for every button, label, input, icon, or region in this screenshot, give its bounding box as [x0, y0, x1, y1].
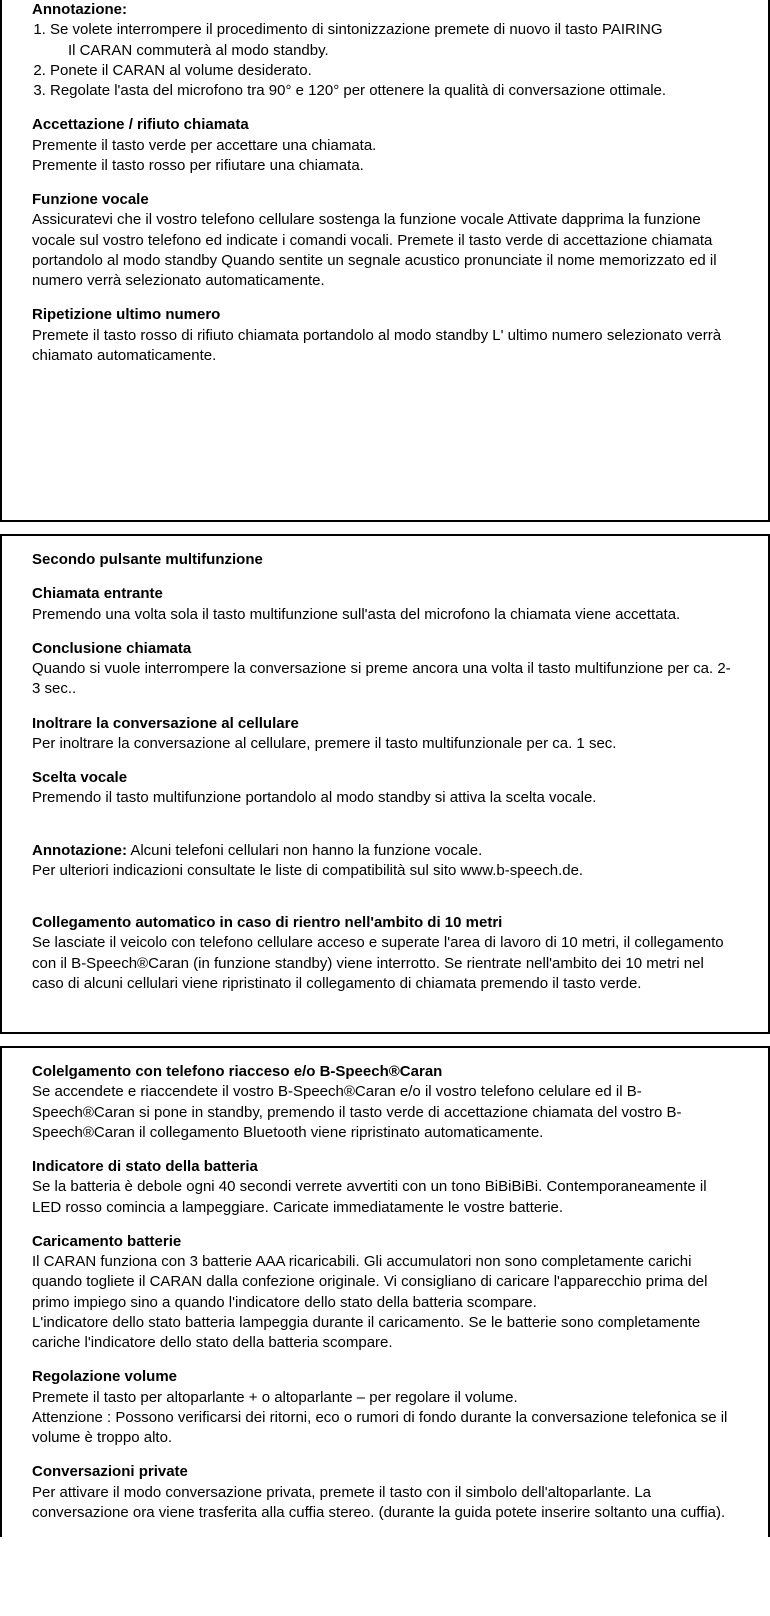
- voice-choice-body: Premendo il tasto multifunzione portando…: [32, 788, 738, 808]
- section-reconnect: Colelgamento con telefono riacceso e/o B…: [32, 1062, 738, 1143]
- heading-voice: Funzione vocale: [32, 190, 738, 210]
- charging-line-2: L'indicatore dello stato batteria lampeg…: [32, 1313, 738, 1354]
- heading-annotation: Annotazione:: [32, 0, 738, 20]
- spacer: [32, 823, 738, 841]
- redial-body: Premete il tasto rosso di rifiuto chiama…: [32, 326, 738, 367]
- note-line-1: Annotazione: Alcuni telefoni cellulari n…: [32, 841, 738, 861]
- heading-redial: Ripetizione ultimo numero: [32, 305, 738, 325]
- section-annotation: Annotazione: Se volete interrompere il p…: [32, 0, 738, 101]
- section-volume: Regolazione volume Premete il tasto per …: [32, 1367, 738, 1448]
- section-battery-indicator: Indicatore di stato della batteria Se la…: [32, 1157, 738, 1218]
- note-rest: Alcuni telefoni cellulari non hanno la f…: [127, 842, 482, 859]
- section-accept-reject: Accettazione / rifiuto chiamata Premente…: [32, 115, 738, 176]
- heading-auto-reconnect: Collegamento automatico in caso di rient…: [32, 913, 738, 933]
- section-auto-reconnect: Collegamento automatico in caso di rient…: [32, 913, 738, 994]
- page-box-2: Secondo pulsante multifunzione Chiamata …: [0, 534, 770, 1034]
- annotation-item-1b: Il CARAN commuterà al modo standby.: [50, 41, 738, 61]
- annotation-item-2: Ponete il CARAN al volume desiderato.: [50, 61, 738, 81]
- charging-line-1: Il CARAN funziona con 3 batterie AAA ric…: [32, 1252, 738, 1313]
- section-mfb: Secondo pulsante multifunzione: [32, 550, 738, 570]
- heading-forward: Inoltrare la conversazione al cellulare: [32, 714, 738, 734]
- section-end-call: Conclusione chiamata Quando si vuole int…: [32, 639, 738, 700]
- private-body: Per attivare il modo conversazione priva…: [32, 1483, 738, 1524]
- volume-line-2: Attenzione : Possono verificarsi dei rit…: [32, 1408, 738, 1449]
- accept-line-2: Premente il tasto rosso per rifiutare un…: [32, 156, 738, 176]
- heading-mfb: Secondo pulsante multifunzione: [32, 550, 738, 570]
- section-voice: Funzione vocale Assicuratevi che il vost…: [32, 190, 738, 291]
- note-label: Annotazione:: [32, 842, 127, 859]
- annotation-item-3: Regolate l'asta del microfono tra 90° e …: [50, 81, 738, 101]
- page-box-3: Colelgamento con telefono riacceso e/o B…: [0, 1046, 770, 1537]
- heading-battery-indicator: Indicatore di stato della batteria: [32, 1157, 738, 1177]
- heading-volume: Regolazione volume: [32, 1367, 738, 1387]
- section-note: Annotazione: Alcuni telefoni cellulari n…: [32, 841, 738, 882]
- heading-reconnect: Colelgamento con telefono riacceso e/o B…: [32, 1062, 738, 1082]
- page-box-1: Annotazione: Se volete interrompere il p…: [0, 0, 770, 522]
- heading-end-call: Conclusione chiamata: [32, 639, 738, 659]
- heading-private: Conversazioni private: [32, 1462, 738, 1482]
- forward-body: Per inoltrare la conversazione al cellul…: [32, 734, 738, 754]
- incoming-body: Premendo una volta sola il tasto multifu…: [32, 605, 738, 625]
- note-line-2: Per ulteriori indicazioni consultate le …: [32, 861, 738, 881]
- heading-accept-reject: Accettazione / rifiuto chiamata: [32, 115, 738, 135]
- section-forward: Inoltrare la conversazione al cellulare …: [32, 714, 738, 755]
- volume-line-1: Premete il tasto per altoparlante + o al…: [32, 1388, 738, 1408]
- battery-indicator-body: Se la batteria è debole ogni 40 secondi …: [32, 1177, 738, 1218]
- section-charging: Caricamento batterie Il CARAN funziona c…: [32, 1232, 738, 1354]
- heading-incoming: Chiamata entrante: [32, 584, 738, 604]
- accept-line-1: Premente il tasto verde per accettare un…: [32, 136, 738, 156]
- section-voice-choice: Scelta vocale Premendo il tasto multifun…: [32, 768, 738, 809]
- annotation-item-1a: Se volete interrompere il procedimento d…: [50, 21, 663, 38]
- heading-charging: Caricamento batterie: [32, 1232, 738, 1252]
- auto-reconnect-body: Se lasciate il veicolo con telefono cell…: [32, 933, 738, 994]
- heading-voice-choice: Scelta vocale: [32, 768, 738, 788]
- voice-body: Assicuratevi che il vostro telefono cell…: [32, 210, 738, 291]
- end-call-body: Quando si vuole interrompere la conversa…: [32, 659, 738, 700]
- reconnect-body: Se accendete e riaccendete il vostro B-S…: [32, 1082, 738, 1143]
- section-private: Conversazioni private Per attivare il mo…: [32, 1462, 738, 1523]
- section-incoming: Chiamata entrante Premendo una volta sol…: [32, 584, 738, 625]
- annotation-item-1: Se volete interrompere il procedimento d…: [50, 20, 738, 61]
- section-redial: Ripetizione ultimo numero Premete il tas…: [32, 305, 738, 366]
- spacer: [32, 895, 738, 913]
- annotation-list: Se volete interrompere il procedimento d…: [32, 20, 738, 101]
